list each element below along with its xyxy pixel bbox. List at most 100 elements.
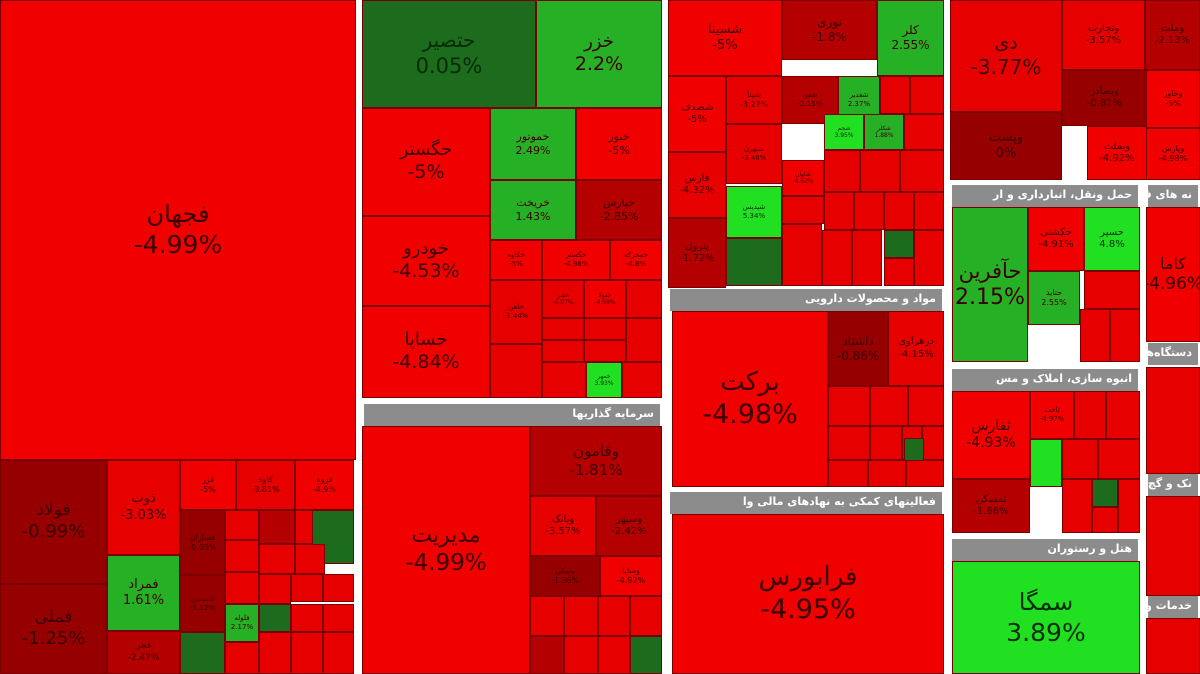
tile-فارس[interactable]: فارس -4.32% bbox=[668, 152, 726, 218]
tile-کاوه[interactable]: کاوه -3.81% bbox=[236, 460, 295, 510]
tile-minor[interactable] bbox=[1110, 309, 1140, 362]
tile-minor[interactable] bbox=[259, 604, 291, 632]
tile-حگستر[interactable]: حگستر -5% bbox=[362, 108, 490, 216]
tile-minor[interactable] bbox=[1074, 391, 1106, 439]
tile-minor[interactable] bbox=[880, 76, 910, 114]
tile-minor[interactable] bbox=[1106, 391, 1140, 439]
tile-minor[interactable] bbox=[870, 426, 902, 460]
tile-minor[interactable] bbox=[828, 460, 868, 487]
tile-وبصادر[interactable]: وبصادر -0.81% bbox=[1062, 70, 1147, 126]
tile-minor[interactable] bbox=[225, 540, 259, 572]
tile-وپست[interactable]: وپست 0% bbox=[950, 112, 1062, 180]
tile-کلر[interactable]: کلر 2.55% bbox=[877, 0, 944, 76]
tile-minor[interactable] bbox=[291, 632, 323, 674]
tile-شبهرن[interactable]: شبهرن -3.48% bbox=[726, 124, 782, 184]
tile-minor[interactable] bbox=[598, 596, 630, 636]
tile-minor[interactable] bbox=[884, 230, 914, 258]
tile-شسینا[interactable]: شسینا -5% bbox=[668, 0, 782, 76]
tile-فسازان[interactable]: فسازان -0.03% bbox=[180, 510, 225, 575]
tile-فجهان[interactable]: فجهان -4.99% bbox=[0, 0, 356, 460]
tile-minor[interactable] bbox=[630, 596, 662, 636]
tile-خودرو[interactable]: خودرو -4.53% bbox=[362, 216, 490, 306]
tile-minor[interactable] bbox=[914, 230, 944, 286]
tile-minor[interactable] bbox=[914, 192, 944, 230]
tile-minor[interactable] bbox=[828, 386, 870, 426]
tile-خاهن[interactable]: خاهن -3.44% bbox=[490, 280, 542, 344]
tile-خبور[interactable]: خبور -5% bbox=[576, 108, 662, 180]
tile-حسیر[interactable]: حسیر 4.8% bbox=[1084, 207, 1140, 271]
tile-پترول[interactable]: پترول -1.72% bbox=[668, 218, 726, 288]
tile-minor[interactable] bbox=[726, 238, 782, 286]
tile-وسپهر[interactable]: وسپهر -2.42% bbox=[596, 496, 662, 556]
tile-سمگا[interactable]: سمگا 3.89% bbox=[952, 561, 1140, 674]
tile-فجر[interactable]: فجر -2.47% bbox=[107, 631, 180, 674]
tile-minor[interactable] bbox=[584, 340, 626, 362]
tile-minor[interactable] bbox=[860, 150, 900, 192]
tile-minor[interactable] bbox=[490, 344, 542, 398]
tile-minor[interactable] bbox=[884, 192, 914, 230]
tile-minor[interactable] bbox=[1092, 479, 1118, 507]
tile-minor[interactable] bbox=[904, 114, 944, 150]
tile-minor[interactable] bbox=[630, 636, 662, 674]
tile-خریخت[interactable]: خریخت 1.43% bbox=[490, 180, 576, 240]
tile-minor[interactable] bbox=[870, 386, 908, 426]
tile-وقامون[interactable]: وقامون -1.81% bbox=[530, 426, 662, 496]
tile-minor[interactable] bbox=[1062, 479, 1092, 533]
tile-minor[interactable] bbox=[542, 340, 584, 362]
tile-minor[interactable] bbox=[1092, 507, 1118, 533]
tile-minor[interactable] bbox=[906, 460, 944, 487]
tile-minor[interactable] bbox=[1146, 618, 1200, 674]
tile-minor[interactable] bbox=[782, 196, 824, 224]
tile-خزر[interactable]: خزر 2.2% bbox=[536, 0, 662, 108]
tile-خفنر[interactable]: خفنر -4.07% bbox=[542, 280, 584, 318]
tile-minor[interactable] bbox=[626, 318, 662, 362]
tile-حکشتی[interactable]: حکشتی -4.91% bbox=[1028, 207, 1084, 271]
tile-minor[interactable] bbox=[259, 544, 295, 574]
tile-minor[interactable] bbox=[225, 510, 259, 540]
tile-فروه[interactable]: فروه -4.9% bbox=[295, 460, 354, 510]
tile-کاما[interactable]: کاما-4.96% bbox=[1146, 207, 1200, 342]
tile-minor[interactable] bbox=[542, 318, 584, 340]
tile-خمحرکه[interactable]: خمحرکه -4.8% bbox=[610, 240, 662, 280]
tile-minor[interactable] bbox=[854, 192, 884, 230]
tile-minor[interactable] bbox=[782, 224, 822, 286]
tile-شاوان[interactable]: شاوان -4.62% bbox=[782, 160, 824, 196]
tile-minor[interactable] bbox=[259, 574, 291, 604]
tile-وبانک[interactable]: وبانک -3.57% bbox=[530, 496, 596, 556]
tile-minor[interactable] bbox=[598, 636, 630, 674]
tile-خفولا[interactable]: خفولا -4.69% bbox=[584, 280, 626, 318]
tile-شجم[interactable]: شجم 3.95% bbox=[824, 114, 864, 150]
tile-minor[interactable] bbox=[1080, 309, 1110, 362]
tile-داشتاد[interactable]: داشتاد -0.86% bbox=[828, 311, 888, 386]
tile-حتاید[interactable]: حتاید 2.55% bbox=[1028, 271, 1080, 325]
tile-minor[interactable] bbox=[824, 192, 854, 230]
tile-شپدیس[interactable]: شپدیس 5.34% bbox=[726, 186, 782, 238]
tile-minor[interactable] bbox=[884, 258, 914, 286]
tile-فولاد[interactable]: فولاد -0.99% bbox=[0, 460, 107, 584]
tile-minor[interactable] bbox=[1098, 439, 1140, 479]
tile-شصدف[interactable]: شصدف -5% bbox=[668, 76, 726, 152]
tile-minor[interactable] bbox=[564, 596, 598, 636]
tile-نوری[interactable]: نوری -1.8% bbox=[782, 0, 877, 60]
tile-وپارس[interactable]: وپارس -4.98% bbox=[1146, 128, 1200, 180]
tile-خموتور[interactable]: خموتور 2.49% bbox=[490, 108, 576, 180]
tile-minor[interactable] bbox=[1146, 367, 1200, 474]
tile-ثمسکن[interactable]: ثمسکن -1.86% bbox=[952, 479, 1030, 533]
tile-وخاور[interactable]: وخاور -5% bbox=[1146, 70, 1200, 128]
tile-ونیکی[interactable]: ونیکی -1.36% bbox=[530, 556, 600, 596]
tile-فلوله[interactable]: فلوله 2.17% bbox=[225, 604, 259, 642]
tile-minor[interactable] bbox=[1030, 439, 1062, 487]
tile-minor[interactable] bbox=[584, 318, 626, 340]
tile-ثاخت[interactable]: ثاخت -4.97% bbox=[1030, 391, 1074, 439]
tile-فاسمین[interactable]: فاسمین -1.12% bbox=[180, 575, 225, 632]
tile-minor[interactable] bbox=[291, 604, 323, 632]
tile-minor[interactable] bbox=[259, 510, 295, 544]
tile-minor[interactable] bbox=[530, 636, 564, 674]
tile-minor[interactable] bbox=[910, 76, 944, 114]
tile-شپنا[interactable]: شپنا -3.27% bbox=[726, 76, 782, 124]
tile-خساپا[interactable]: خساپا -4.84% bbox=[362, 306, 490, 398]
tile-minor[interactable] bbox=[852, 230, 882, 286]
tile-دزهراوی[interactable]: دزهراوی -4.15% bbox=[888, 311, 944, 386]
tile-minor[interactable] bbox=[323, 632, 354, 674]
tile-وسایا[interactable]: وسایا -4.92% bbox=[600, 556, 662, 596]
